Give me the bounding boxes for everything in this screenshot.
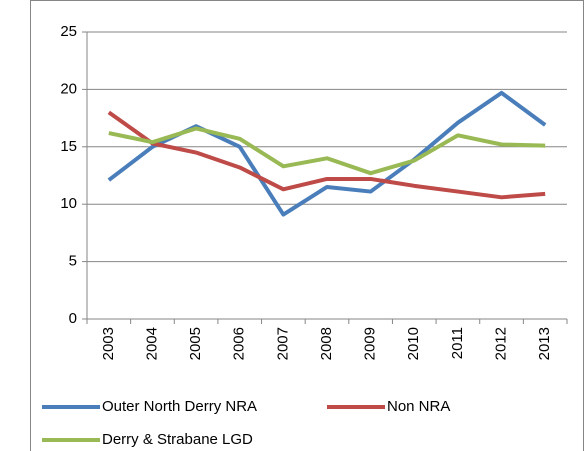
x-tick-label: 2005: [187, 327, 204, 360]
y-tick-label: 5: [69, 253, 77, 270]
y-tick-label: 20: [60, 80, 77, 97]
x-tick-label: 2009: [362, 327, 379, 360]
x-tick-label: 2004: [143, 327, 160, 360]
x-tick-label: 2011: [449, 327, 466, 359]
legend-label: Non NRA: [387, 398, 450, 415]
y-tick-label: 10: [60, 195, 77, 212]
y-tick-label: 15: [60, 138, 77, 155]
chart-frame: [30, 0, 584, 451]
x-tick-label: 2008: [318, 327, 335, 360]
legend-label: Outer North Derry NRA: [102, 398, 257, 415]
x-tick-label: 2010: [405, 327, 422, 360]
x-tick-label: 2007: [274, 327, 291, 360]
series-line: [108, 126, 546, 176]
legend-label: Derry & Strabane LGD: [102, 431, 253, 448]
x-tick-label: 2003: [100, 327, 117, 360]
x-tick-label: 2012: [493, 327, 510, 360]
y-tick-label: 25: [60, 23, 77, 40]
x-tick-label: 2006: [231, 327, 248, 360]
series-line: [107, 110, 546, 200]
y-tick-label: 0: [69, 310, 77, 327]
x-tick-label: 2013: [536, 327, 553, 360]
